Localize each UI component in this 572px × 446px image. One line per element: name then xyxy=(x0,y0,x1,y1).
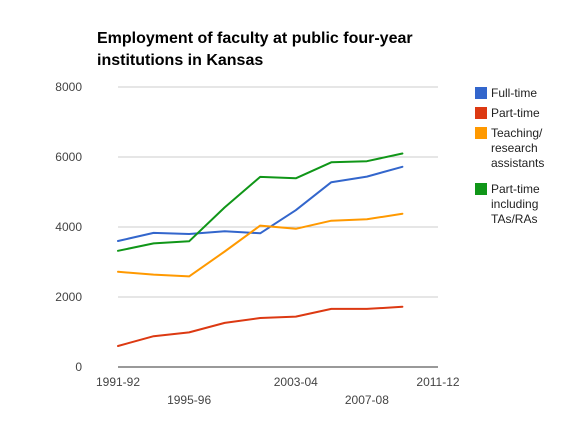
x-tick-label: 1995-96 xyxy=(167,393,211,407)
legend-label: Teaching/ xyxy=(491,126,543,140)
legend-swatch xyxy=(475,127,487,139)
legend-label: including xyxy=(491,197,538,211)
series-lines xyxy=(117,152,404,347)
legend-label: Part-time xyxy=(491,106,540,120)
legend-label: TAs/RAs xyxy=(491,212,537,226)
y-tick-label: 2000 xyxy=(55,290,82,304)
legend: Full-time Part-time Teaching/researchassis… xyxy=(475,86,544,226)
y-tick-label: 6000 xyxy=(55,150,82,164)
y-tick-label: 4000 xyxy=(55,220,82,234)
x-tick-label: 1991-92 xyxy=(96,375,140,389)
series-line-1 xyxy=(117,165,404,242)
chart-title-line-1: Employment of faculty at public four-yea… xyxy=(97,30,413,47)
chart-title-line-2: institutions in Kansas xyxy=(97,52,263,69)
y-axis-tick-labels: 0 2000 4000 6000 8000 xyxy=(55,80,82,374)
series-line-4 xyxy=(117,152,404,252)
legend-swatch xyxy=(475,87,487,99)
series-line-2 xyxy=(117,305,404,347)
legend-swatch xyxy=(475,183,487,195)
legend-label: Full-time xyxy=(491,86,537,100)
x-tick-label: 2011-12 xyxy=(416,375,459,389)
legend-label: research xyxy=(491,141,538,155)
x-axis-tick-labels: 1991-92 1995-96 2003-04 2007-08 2011-12 xyxy=(96,375,460,407)
legend-swatch xyxy=(475,107,487,119)
legend-label: assistants xyxy=(491,156,544,170)
x-tick-label: 2007-08 xyxy=(345,393,389,407)
legend-label: Part-time xyxy=(491,182,540,196)
y-tick-label: 0 xyxy=(75,360,82,374)
x-tick-label: 2003-04 xyxy=(274,375,318,389)
series-line-3 xyxy=(117,212,404,278)
y-tick-label: 8000 xyxy=(55,80,82,94)
